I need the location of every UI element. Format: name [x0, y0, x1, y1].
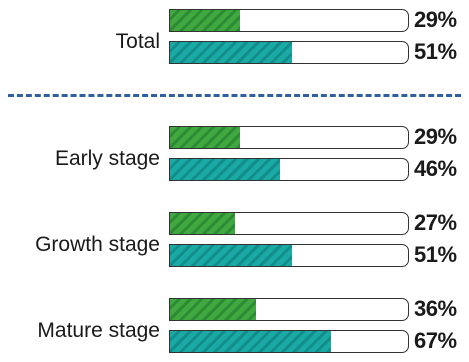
data-label: 67% — [414, 328, 457, 353]
bar — [170, 10, 240, 31]
category-label: Mature stage — [37, 319, 160, 342]
bar-track — [169, 158, 409, 181]
bar-track — [169, 212, 409, 235]
category-label: Growth stage — [35, 233, 160, 256]
data-label: 51% — [414, 39, 457, 64]
bar — [170, 213, 235, 234]
bar — [170, 127, 240, 148]
bar — [170, 159, 280, 180]
bar-track — [169, 9, 409, 32]
data-label: 27% — [414, 210, 457, 235]
bar-track — [169, 330, 409, 353]
category-label: Early stage — [54, 147, 160, 170]
category-label: Total — [115, 30, 160, 53]
bar-track — [169, 244, 409, 267]
bar — [170, 245, 292, 266]
bar — [170, 331, 331, 352]
data-label: 29% — [414, 124, 457, 149]
data-label: 51% — [414, 242, 457, 267]
data-label: 36% — [414, 296, 457, 321]
bar — [170, 299, 256, 320]
bar-track — [169, 126, 409, 149]
data-label: 46% — [414, 156, 457, 181]
data-label: 29% — [414, 7, 457, 32]
bar-track — [169, 41, 409, 64]
bar-track — [169, 298, 409, 321]
bar — [170, 42, 292, 63]
section-divider — [8, 94, 461, 97]
